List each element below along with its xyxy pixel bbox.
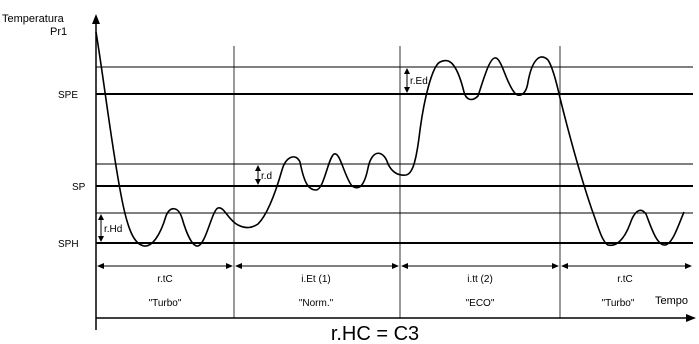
y-axis-arrow [92,14,100,24]
spe-label: SPE [58,90,78,101]
footer-formula: r.HC = C3 [331,323,419,344]
phase-4-mode: "Turbo" [602,298,635,309]
y-axis-label-line2: Pr1 [50,26,67,38]
x-axis-label: Tempo [655,295,688,307]
phase-2-mode: "Norm." [299,298,334,309]
rd-marker [255,165,261,185]
duration-arrow-4 [561,263,692,269]
duration-arrow-3 [401,263,559,269]
x-axis-arrow [686,314,696,322]
phase-3-duration: i.tt (2) [467,274,493,285]
duration-arrow-2 [235,263,399,269]
rhd-marker [98,214,104,242]
rd-label: r.d [261,171,272,182]
phase-1-mode: "Turbo" [149,298,182,309]
red-label: r.Ed [410,76,428,87]
phase-4-duration: r.tC [617,274,633,285]
rhd-label: r.Hd [104,224,122,235]
duration-arrow-1 [97,263,233,269]
phase-2-duration: i.Et (1) [301,274,330,285]
red-marker [404,68,410,93]
sp-label: SP [72,182,86,193]
temperature-curve [95,31,685,247]
phase-1-duration: r.tC [157,274,173,285]
phase-3-mode: "ECO" [466,298,495,309]
sph-label: SPH [58,239,79,250]
y-axis-label-line1: Temperatura [2,13,65,25]
